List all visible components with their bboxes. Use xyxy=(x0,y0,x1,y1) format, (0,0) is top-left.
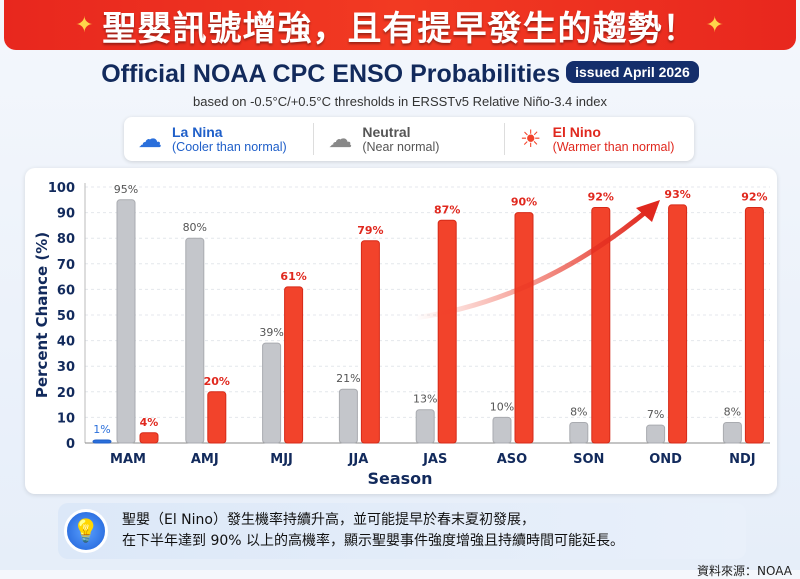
sparkle-icon: ✦ xyxy=(75,12,95,38)
bar-el-nino xyxy=(514,212,534,444)
headline-text: 聖嬰訊號增強，且有提早發生的趨勢！ xyxy=(102,8,698,49)
bar-neutral xyxy=(722,422,742,444)
sun-icon: ☀ xyxy=(519,125,542,153)
trend-arrowhead xyxy=(636,200,660,222)
data-label: 90% xyxy=(511,196,537,209)
bar-neutral xyxy=(646,424,666,444)
issued-badge: issued April 2026 xyxy=(566,61,699,84)
legend-neutral: ☁ Neutral (Near normal) xyxy=(313,123,503,155)
source-note: 資料來源：NOAA xyxy=(697,564,792,578)
x-tick-label: OND xyxy=(649,452,682,467)
lightbulb-icon: 💡 xyxy=(64,509,108,553)
x-tick-label: MJJ xyxy=(270,452,293,467)
data-label: 20% xyxy=(204,375,230,388)
x-tick-label: ASO xyxy=(497,452,527,467)
chart-subtitle: based on -0.5°C/+0.5°C thresholds in ERS… xyxy=(193,94,607,109)
data-label: 39% xyxy=(259,326,283,339)
data-label: 7% xyxy=(647,408,664,421)
trend-arrow xyxy=(414,208,650,321)
bar-el-nino xyxy=(207,391,227,444)
y-tick-label: 100 xyxy=(48,181,75,196)
legend: ☁ La Nina (Cooler than normal) ☁ Neutral (Ne… xyxy=(124,117,694,161)
data-label: 87% xyxy=(434,203,460,216)
legend-desc: (Cooler than normal) xyxy=(172,140,287,154)
sparkle-icon: ✦ xyxy=(705,12,725,38)
x-tick-label: NDJ xyxy=(729,452,756,467)
legend-name: El Nino xyxy=(552,124,601,140)
tip-line: 聖嬰（El Nino）發生機率持續升高，並可能提早於春末夏初發展， xyxy=(122,512,535,528)
y-tick-label: 50 xyxy=(57,309,75,324)
bar-el-nino xyxy=(591,206,611,444)
x-tick-label: MAM xyxy=(110,452,146,467)
data-label: 95% xyxy=(114,183,138,196)
x-tick-label: SON xyxy=(573,452,604,467)
y-tick-label: 10 xyxy=(57,411,75,426)
data-label: 13% xyxy=(413,393,437,406)
bar-el-nino xyxy=(284,286,304,444)
y-tick-label: 40 xyxy=(57,335,75,350)
data-label: 10% xyxy=(490,400,514,413)
bar-chart: 0 10 20 30 40 50 60 70 80 90 100 MAM AMJ MJJ JJA JAS ASO… xyxy=(33,181,770,488)
x-tick-label: JJA xyxy=(348,452,369,467)
legend-name: Neutral xyxy=(362,124,411,140)
tip-box: 💡 聖嬰（El Nino）發生機率持續升高，並可能提早於春末夏初發展， 在下半年達… xyxy=(58,503,746,559)
chart-title: Official NOAA CPC ENSO Probabilities issu… xyxy=(0,60,800,89)
data-label: 61% xyxy=(280,270,306,283)
data-label: 1% xyxy=(93,423,110,436)
legend-name: La Nina xyxy=(172,124,223,140)
y-tick-label: 90 xyxy=(57,207,75,222)
y-tick-label: 60 xyxy=(57,283,75,298)
bar-el-nino xyxy=(139,432,159,444)
x-tick-label: JAS xyxy=(422,452,447,467)
data-label: 8% xyxy=(724,406,741,419)
y-axis-label: Percent Chance (%) xyxy=(33,232,51,398)
tip-text: 聖嬰（El Nino）發生機率持續升高，並可能提早於春末夏初發展， 在下半年達到 … xyxy=(122,510,624,552)
data-label: 80% xyxy=(183,221,207,234)
bar-el-nino xyxy=(360,240,380,444)
bar-neutral xyxy=(185,237,205,444)
y-tick-label: 20 xyxy=(57,386,75,401)
data-label: 92% xyxy=(588,190,614,203)
bar-neutral xyxy=(415,409,435,444)
bar-el-nino xyxy=(668,204,688,444)
tip-line: 在下半年達到 90% 以上的高機率，顯示聖嬰事件強度增強且持續時間可能延長。 xyxy=(122,533,625,549)
y-tick-label: 30 xyxy=(57,360,75,375)
y-tick-label: 0 xyxy=(66,437,75,452)
x-axis-label: Season xyxy=(367,469,432,488)
data-label: 21% xyxy=(336,372,360,385)
bar-neutral xyxy=(116,199,136,444)
bar-neutral xyxy=(569,422,589,444)
data-label: 92% xyxy=(741,190,767,203)
bar-el-nino xyxy=(437,219,457,444)
bar-la-nina xyxy=(92,439,112,444)
y-tick-label: 80 xyxy=(57,232,75,247)
legend-desc: (Warmer than normal) xyxy=(552,140,675,154)
legend-la-nina: ☁ La Nina (Cooler than normal) xyxy=(124,123,313,155)
bar-el-nino xyxy=(744,206,764,444)
title-text: Official NOAA CPC ENSO Probabilities xyxy=(101,60,561,88)
bar-neutral xyxy=(262,342,282,444)
data-label: 8% xyxy=(570,406,587,419)
cloud-icon: ☁ xyxy=(328,125,353,153)
rain-cloud-icon: ☁ xyxy=(138,125,162,153)
legend-el-nino: ☀ El Nino (Warmer than normal) xyxy=(503,123,694,155)
x-tick-label: AMJ xyxy=(191,452,219,467)
bar-neutral xyxy=(338,388,358,444)
legend-desc: (Near normal) xyxy=(362,140,440,154)
headline-banner: ✦ 聖嬰訊號增強，且有提早發生的趨勢！ ✦ xyxy=(4,0,796,50)
data-label: 4% xyxy=(140,416,159,429)
data-label: 79% xyxy=(357,224,383,237)
data-label: 93% xyxy=(664,188,690,201)
bar-neutral xyxy=(492,416,512,444)
y-tick-label: 70 xyxy=(57,258,75,273)
